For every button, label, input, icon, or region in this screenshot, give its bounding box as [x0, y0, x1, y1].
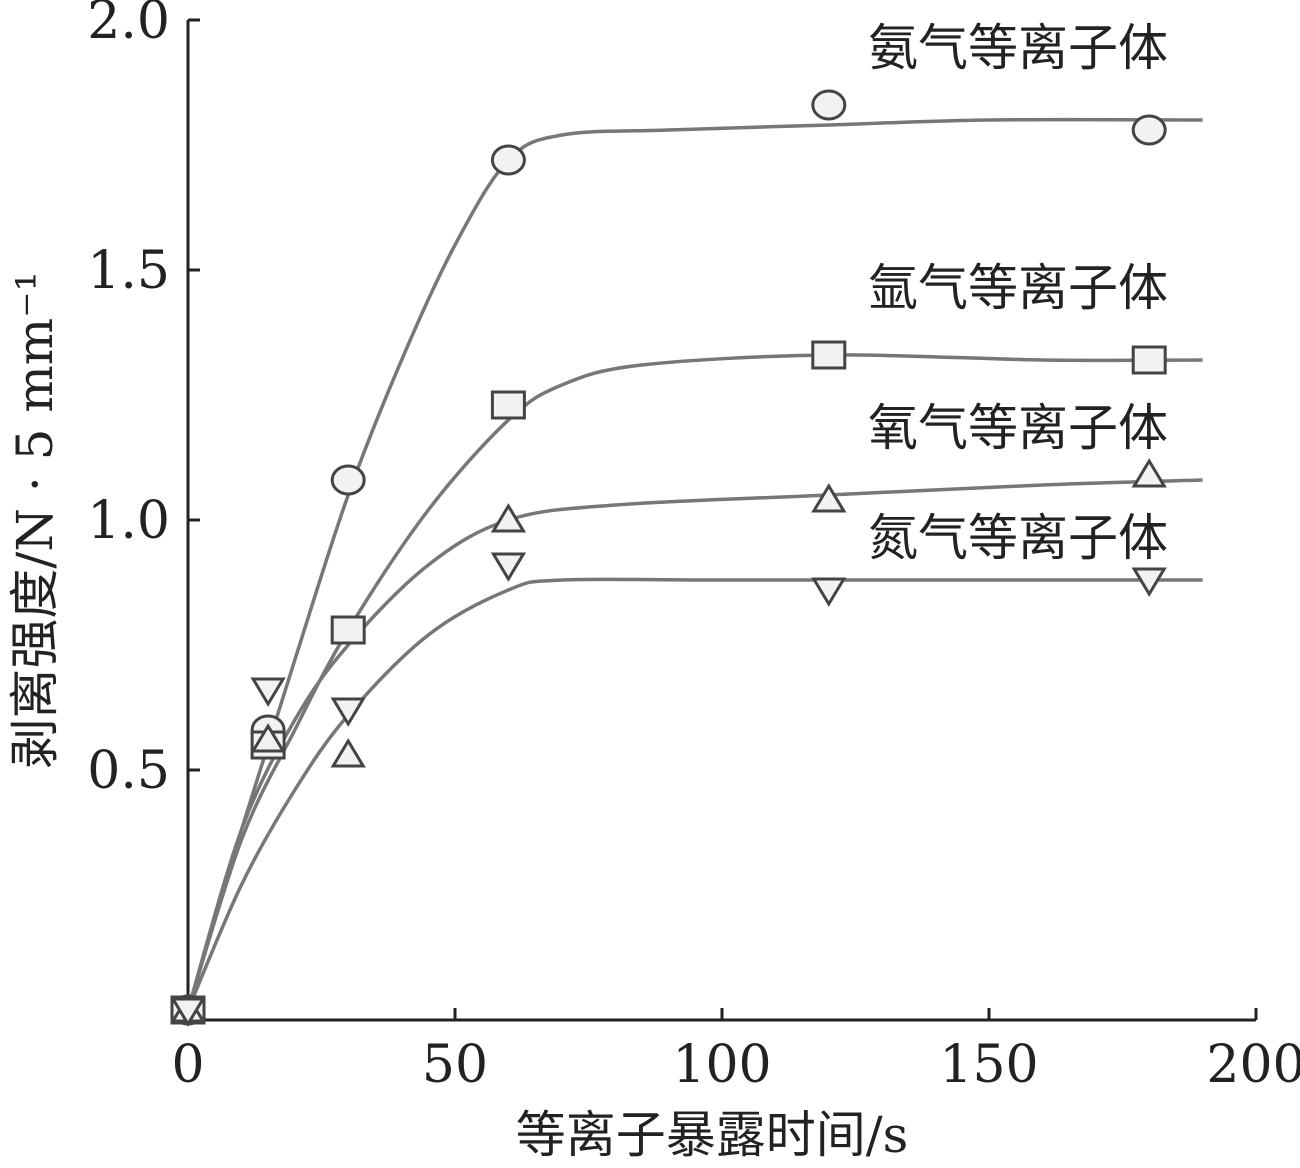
square-marker — [330, 615, 366, 645]
series-curve — [186, 577, 1203, 1011]
triangle-up-marker — [811, 483, 847, 513]
triangle-up-marker — [330, 738, 366, 768]
series-label: 氮气等离子体 — [868, 509, 1168, 567]
ticks: 0 50 100 150 200 0.5 1.0 1.5 2.0 — [87, 0, 1300, 1095]
series-curve — [186, 478, 1203, 1011]
triangle-down-marker — [811, 577, 847, 607]
triangle-down-marker — [1131, 567, 1167, 597]
circle-marker — [330, 464, 366, 496]
square-marker — [490, 390, 526, 420]
x-tick-label: 0 — [171, 1035, 204, 1095]
x-tick-label: 50 — [422, 1035, 488, 1095]
y-tick-label: 2.0 — [87, 0, 170, 51]
square-marker — [1131, 345, 1167, 375]
triangle-down-marker — [330, 697, 366, 727]
x-tick-label: 150 — [939, 1035, 1038, 1095]
circle-marker — [1131, 114, 1167, 146]
circle-marker — [811, 89, 847, 121]
data-markers — [170, 89, 1167, 1027]
x-tick-label: 100 — [672, 1035, 771, 1095]
series-curve — [186, 353, 1203, 1011]
x-axis-title: 等离子暴露时间/s — [516, 1106, 909, 1164]
series-label: 氨气等离子体 — [868, 19, 1168, 77]
triangle-up-marker — [250, 723, 286, 753]
series-label: 氩气等离子体 — [868, 259, 1168, 317]
square-marker — [811, 340, 847, 370]
circle-marker — [490, 144, 526, 176]
series-label: 氧气等离子体 — [868, 399, 1168, 457]
x-tick-label: 200 — [1206, 1035, 1300, 1095]
y-axis-title: 剥离强度/N · 5 mm⁻¹ — [6, 271, 64, 768]
triangle-up-marker — [1131, 458, 1167, 488]
y-tick-label: 0.5 — [87, 741, 170, 801]
fit-curves — [186, 117, 1203, 1011]
triangle-up-marker — [490, 503, 527, 533]
triangle-down-marker — [250, 677, 286, 707]
series-curve — [186, 117, 1203, 1011]
y-tick-label: 1.0 — [87, 491, 170, 551]
y-tick-label: 1.5 — [87, 241, 170, 301]
triangle-down-marker — [490, 552, 527, 582]
triangle-down-marker — [170, 997, 206, 1027]
